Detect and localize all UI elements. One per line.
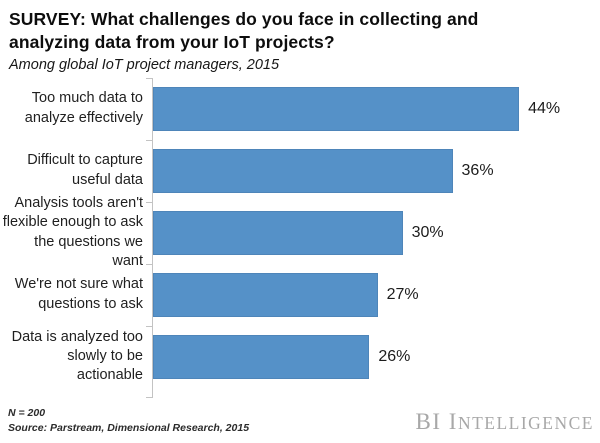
bar xyxy=(153,210,403,255)
category-label: Data is analyzed too slowly to be action… xyxy=(11,328,143,384)
axis-line-end xyxy=(146,387,163,398)
value-label: 26% xyxy=(378,347,411,365)
logo-text-secondary: NTELLIGENCE xyxy=(457,413,594,433)
logo-text-primary: BI I xyxy=(415,409,458,434)
plot-area-row: 36% xyxy=(146,139,600,202)
bar xyxy=(153,148,453,193)
chart-subtitle: Among global IoT project managers, 2015 xyxy=(9,56,280,73)
value-label: 30% xyxy=(411,223,444,241)
footnotes: N = 200 Source: Parstream, Dimensional R… xyxy=(8,406,249,436)
value-label: 27% xyxy=(386,285,419,303)
bar-row: Analysis tools aren't flexible enough to… xyxy=(0,195,600,269)
bar xyxy=(153,86,520,131)
chart-title: SURVEY: What challenges do you face in c… xyxy=(9,9,479,52)
bar xyxy=(153,272,378,317)
plot-area-row: 26% xyxy=(146,325,600,388)
bar-row: Data is analyzed too slowly to be action… xyxy=(0,325,600,388)
bar-row: Too much data to analyze effectively 44% xyxy=(0,77,600,140)
value-label: 36% xyxy=(461,161,494,179)
bar-row: Difficult to capture useful data 36% xyxy=(0,139,600,202)
bar-chart: Too much data to analyze effectively 44%… xyxy=(0,77,600,398)
bar-row: We're not sure what questions to ask 27% xyxy=(0,263,600,326)
bar xyxy=(153,334,370,379)
plot-area-row: 30% xyxy=(146,201,600,264)
plot-area-row: 44% xyxy=(146,77,600,140)
sample-size-note: N = 200 xyxy=(8,406,46,419)
value-label: 44% xyxy=(528,99,561,117)
source-note: Source: Parstream, Dimensional Research,… xyxy=(8,421,250,434)
category-label: Analysis tools aren't flexible enough to… xyxy=(2,195,143,269)
chart-header: SURVEY: What challenges do you face in c… xyxy=(0,0,600,73)
category-label: Difficult to capture useful data xyxy=(27,152,143,188)
category-label: Too much data to analyze effectively xyxy=(24,90,143,126)
plot-area-row: 27% xyxy=(146,263,600,326)
bi-intelligence-logo: BI INTELLIGENCE xyxy=(416,409,594,435)
category-label: We're not sure what questions to ask xyxy=(14,276,143,312)
